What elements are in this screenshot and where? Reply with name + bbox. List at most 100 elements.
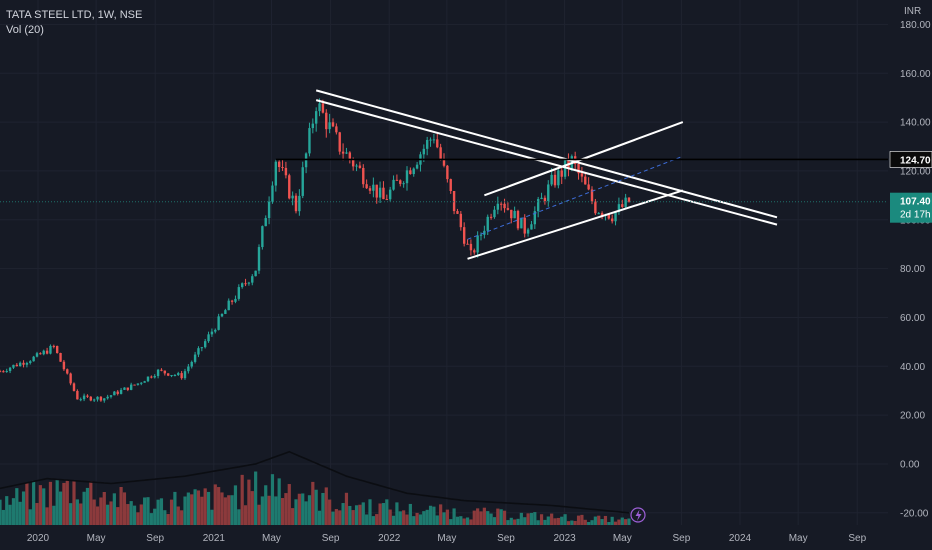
volume-bar-171 [573, 520, 577, 525]
volume-bar-120 [402, 510, 406, 525]
volume-bar-19 [62, 482, 66, 525]
x-tick-label-2: Sep [146, 533, 164, 544]
volume-indicator-label[interactable]: Vol (20) [6, 24, 44, 36]
volume-bar-126 [422, 511, 426, 525]
y-tick-label-5: 80.00 [900, 264, 925, 275]
volume-bar-186 [624, 519, 628, 525]
candle-body-4 [12, 364, 15, 368]
candle-body-14 [45, 350, 49, 354]
countdown-text: 2d 17h [900, 210, 931, 221]
candle-body-61 [203, 341, 207, 348]
volume-bar-162 [543, 519, 547, 525]
volume-bar-76 [254, 471, 258, 525]
volume-bar-15 [48, 481, 53, 525]
candle-body-62 [207, 334, 210, 342]
volume-bar-86 [287, 484, 291, 525]
volume-bar-84 [280, 498, 285, 525]
volume-bar-105 [351, 510, 355, 525]
volume-bar-163 [546, 516, 550, 525]
candle-body-20 [66, 369, 69, 374]
volume-bar-106 [354, 505, 359, 525]
candle-body-50 [166, 373, 170, 376]
candle-body-11 [35, 353, 39, 357]
candle-body-159 [533, 211, 537, 225]
volume-bar-170 [570, 520, 574, 525]
upper-falling-trendline-2 [315, 99, 778, 226]
volume-bar-173 [580, 514, 584, 525]
volume-bar-129 [432, 506, 436, 525]
candle-body-79 [264, 218, 267, 227]
volume-bar-108 [361, 502, 365, 525]
candle-body-26 [86, 395, 89, 397]
volume-bar-11 [35, 503, 39, 525]
flash-icon-ring[interactable] [630, 507, 646, 523]
candle-body-130 [436, 139, 439, 148]
volume-bars [0, 471, 631, 525]
candle-body-83 [277, 161, 281, 168]
volume-bar-56 [186, 492, 190, 525]
symbol-title[interactable]: TATA STEEL LTD, 1W, NSE [6, 9, 143, 21]
candle-body-82 [274, 161, 278, 186]
volume-bar-142 [476, 508, 480, 525]
candle-body-58 [193, 354, 197, 362]
candle-body-146 [489, 216, 493, 218]
volume-bar-145 [486, 511, 490, 525]
drawn-trendlines[interactable] [0, 89, 888, 260]
volume-bar-117 [391, 515, 396, 525]
volume-bar-42 [139, 504, 143, 525]
volume-bar-141 [472, 510, 476, 525]
volume-bar-87 [291, 508, 295, 525]
volume-bar-130 [435, 515, 439, 525]
resistance-price-text: 124.70 [900, 155, 931, 166]
flash-icon[interactable] [630, 507, 646, 523]
volume-bar-75 [250, 491, 254, 525]
candle-body-0 [0, 371, 2, 373]
resistance-price-tag [889, 151, 932, 168]
candle-body-45 [150, 376, 153, 378]
volume-bar-9 [28, 509, 32, 525]
candle-body-109 [365, 184, 368, 189]
candle-body-33 [109, 395, 113, 397]
candle-body-88 [294, 195, 298, 212]
x-tick-label-13: May [789, 533, 808, 544]
x-tick-label-10: May [613, 533, 632, 544]
time-axis[interactable]: 2020 May Sep 2021 May Sep 2022 May Sep 2023 May Sep… [0, 525, 932, 550]
candle-body-44 [146, 376, 150, 382]
candle-body-86 [288, 175, 291, 199]
volume-bar-48 [159, 498, 164, 525]
price-axis[interactable]: INR180.00160.00140.00120.00100.0080.0060… [889, 6, 932, 519]
flash-icon-bolt [635, 509, 642, 521]
volume-bar-88 [294, 499, 298, 525]
candle-body-103 [345, 152, 348, 154]
candle-body-163 [547, 184, 550, 202]
candle-body-94 [314, 111, 318, 124]
volume-bar-34 [112, 493, 116, 525]
candle-body-2 [5, 371, 8, 373]
volume-bar-151 [506, 520, 510, 525]
candle-body-162 [543, 197, 547, 202]
candle-body-137 [459, 213, 463, 228]
volume-bar-12 [38, 485, 42, 525]
candle-body-35 [116, 391, 119, 394]
candle-body-152 [510, 209, 513, 219]
candle-body-174 [584, 176, 587, 185]
volume-bar-80 [267, 495, 271, 525]
volume-bar-180 [603, 515, 608, 525]
candle-body-115 [385, 199, 389, 201]
candle-body-75 [251, 276, 254, 283]
volume-bar-32 [106, 504, 110, 525]
upper-falling-trendline-1 [315, 89, 778, 219]
volume-bar-2 [5, 496, 9, 525]
candle-body-68 [227, 300, 230, 311]
volume-bar-169 [566, 521, 571, 525]
x-tick-label-1: May [87, 533, 106, 544]
volume-bar-44 [146, 497, 150, 525]
volume-bar-59 [196, 490, 201, 525]
x-tick-label-9: 2023 [553, 533, 576, 544]
volume-bar-13 [42, 488, 46, 525]
candle-body-90 [301, 167, 304, 196]
last-price-text: 107.40 [900, 197, 931, 208]
volume-bar-36 [119, 487, 123, 525]
candle-body-181 [607, 214, 611, 219]
